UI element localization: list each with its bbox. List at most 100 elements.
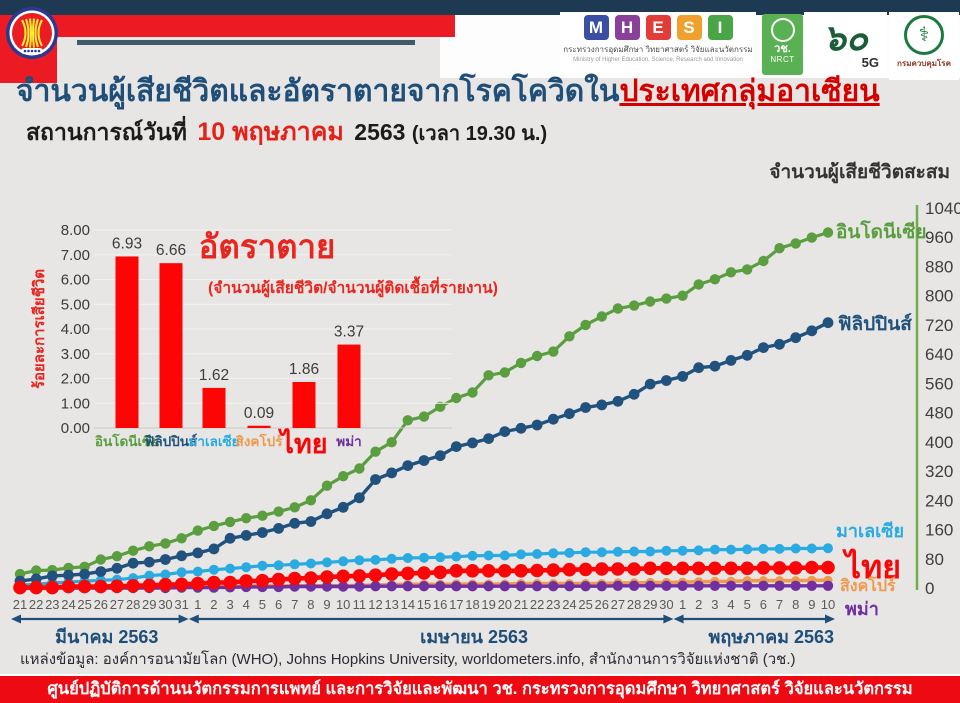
data-point [661,293,672,304]
data-point [402,460,414,471]
data-point [419,552,429,563]
x-date-label: 26 [595,597,609,612]
sixty-numeral: ๖๐ [823,17,868,58]
x-date-label: 1 [679,597,686,612]
mhesi-letter-tile: E [645,15,671,40]
data-point [806,543,817,554]
situation-date-line: สถานการณ์วันที่ 10 พฤษภาคม 2563 (เวลา 19… [26,112,547,152]
data-point [208,543,220,555]
data-point [774,338,785,350]
data-point [255,573,270,588]
data-point [725,580,737,591]
right-axis-tick-label: 240 [925,491,953,510]
data-point [709,580,721,591]
data-point [465,564,480,578]
data-point [144,570,155,581]
x-date-label: 13 [384,597,398,612]
data-point [13,580,27,595]
x-date-label: 28 [126,597,140,612]
data-point [370,474,381,485]
situation-year: 2563 [354,119,406,145]
data-point [338,556,349,567]
data-point [677,545,688,556]
data-point [483,433,494,444]
data-point [223,575,237,590]
right-axis-tick-label: 80 [925,550,944,569]
data-point [321,581,333,592]
five-g-label: 5G [861,55,879,70]
data-point [515,357,527,369]
data-point [726,544,736,555]
x-date-label: 22 [29,597,43,612]
month-label: พฤษภาคม 2563 [708,627,834,647]
data-point [176,533,187,544]
data-point [499,367,510,378]
right-axis-tick-label: 880 [925,257,953,276]
data-point [127,557,139,569]
mhesi-letter-tile: M [583,15,609,40]
data-point [788,561,803,575]
data-point [304,571,318,585]
bar-value-label: 0.09 [244,405,274,422]
data-source-note: แหล่งข้อมูล: องค์การอนามัยโลก (WHO), Joh… [20,651,796,668]
x-date-label: 16 [433,597,447,612]
data-point [110,579,124,593]
mhesi-letter-tile: S [676,15,702,40]
x-date-label: 24 [562,597,576,612]
ddc-logo: ⚕ กรมควบคุมโรค [889,12,959,80]
data-point [29,580,43,595]
data-point [628,300,640,311]
x-date-label: 21 [514,597,528,612]
data-point [531,581,543,592]
data-point [580,581,591,592]
bar-value-label: 6.93 [112,235,142,252]
mhesi-letter-tile: I [707,15,733,40]
x-date-label: 27 [110,597,124,612]
data-point [176,567,187,578]
data-point [386,467,398,479]
data-point [305,558,316,569]
bar-category-label: อินโดนีเซีย [95,432,159,449]
data-point [450,441,462,452]
nrct-logo: วช. NRCT [762,14,803,75]
x-date-label: 3 [226,597,233,612]
data-point [547,413,559,425]
data-point [241,562,252,573]
x-date-label: 28 [627,597,641,612]
data-point [191,576,205,591]
x-date-label: 25 [578,597,592,612]
x-date-label: 10 [336,597,350,612]
data-point [370,554,381,565]
x-date-label: 20 [498,597,512,612]
data-point [693,279,704,290]
right-axis-tick-label: 1040 [925,199,960,218]
inset-ytick-label: 3.00 [61,346,90,363]
x-date-label: 24 [61,597,75,612]
mhesi-english-name: Ministry of Higher Education, Science, R… [573,57,743,63]
data-point [580,402,591,413]
data-point [612,303,624,314]
data-point [418,411,430,422]
data-point [562,562,577,577]
ddc-label: กรมควบคุมโรค [897,59,951,68]
data-point [321,480,333,491]
x-date-label: 18 [465,597,479,612]
asean-logo-icon [6,7,58,59]
series-end-label-1: ฟิลิปปินส์ [838,313,912,335]
data-point [158,577,173,592]
data-point [273,523,284,534]
x-date-label: 23 [45,597,59,612]
data-point [241,513,252,524]
data-point [580,319,591,331]
data-point [287,571,302,586]
data-point [127,545,139,556]
data-point [483,550,494,561]
data-point [515,422,527,434]
data-point [305,495,317,506]
data-point [322,557,332,568]
x-date-label: 1 [194,597,201,612]
data-point [628,388,640,400]
inset-ytick-label: 0.00 [61,420,90,437]
